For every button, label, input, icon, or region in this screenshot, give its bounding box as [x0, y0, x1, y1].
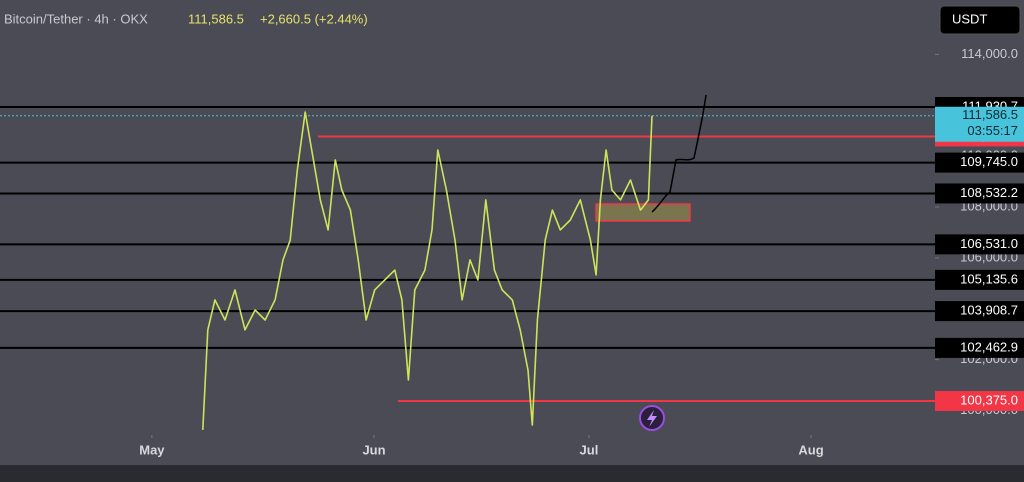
level-label-box — [935, 183, 1024, 204]
last-price-box — [935, 106, 1024, 142]
level-label-box — [935, 152, 1024, 173]
currency-button[interactable] — [939, 5, 1021, 35]
level-label: 108,532.2 — [960, 185, 1018, 200]
header-change: +2,660.5 (+2.44%) — [260, 11, 368, 26]
demand-zone — [595, 203, 691, 222]
price-line — [202, 111, 653, 430]
x-tick-label: Jun — [362, 442, 385, 457]
currency-label: USDT — [952, 11, 987, 26]
level-label-box — [935, 337, 1024, 358]
lightning-bolt — [647, 410, 657, 427]
level-label: 109,745.0 — [960, 154, 1018, 169]
level-label: 102,462.9 — [960, 339, 1018, 354]
countdown-label: 03:55:17 — [967, 123, 1018, 138]
header-price: 111,586.5 — [188, 11, 244, 26]
level-label: 105,135.6 — [960, 271, 1018, 286]
axis-layer: 100,000.0102,000.0104,000.0106,000.0108,… — [139, 46, 1024, 457]
x-tick-label: May — [139, 442, 165, 457]
level-label: 103,908.7 — [960, 303, 1018, 318]
grid-layer — [0, 105, 935, 403]
symbol: Bitcoin/Tether · 4h · OKX — [4, 11, 148, 26]
bottom-strip — [0, 465, 1024, 482]
last-price-label: 111,586.5 — [962, 107, 1018, 122]
x-tick-label: Jul — [580, 442, 599, 457]
projection-path — [651, 94, 707, 213]
level-label-box — [935, 301, 1024, 322]
level-label: 106,531.0 — [960, 236, 1018, 251]
x-tick-label: Aug — [798, 442, 823, 457]
level-label-box — [935, 391, 1024, 412]
level-label-box — [935, 269, 1024, 290]
plot-layer — [202, 111, 653, 430]
level-label-box — [935, 234, 1024, 255]
level-label: 100,375.0 — [960, 392, 1018, 407]
y-tick-label: 114,000.0 — [961, 46, 1018, 61]
